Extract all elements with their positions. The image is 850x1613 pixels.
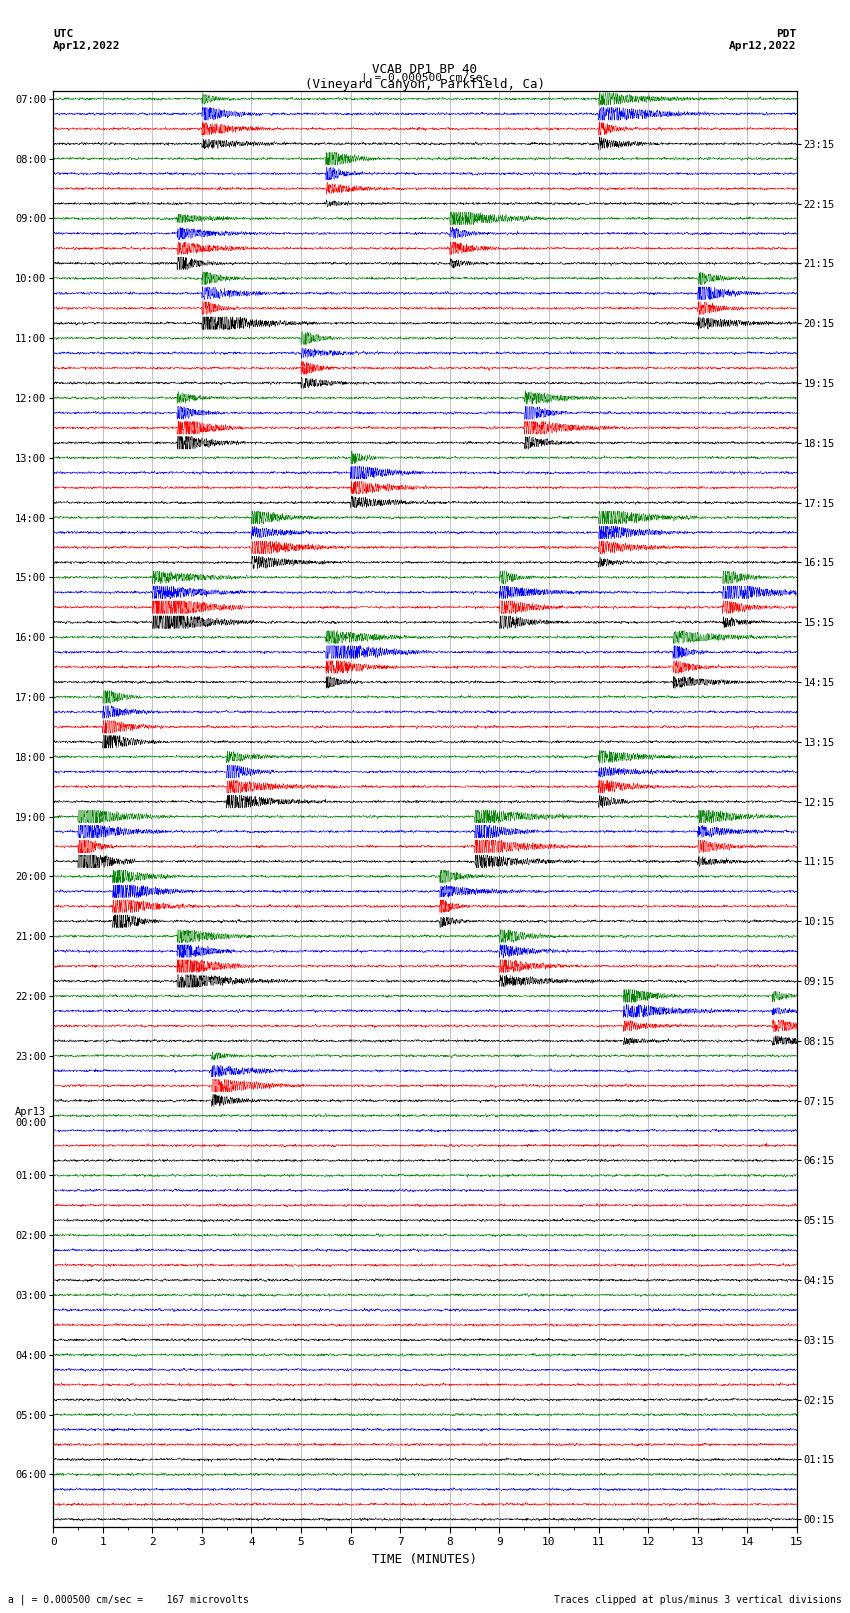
Title: VCAB DP1 BP 40
(Vineyard Canyon, Parkfield, Ca): VCAB DP1 BP 40 (Vineyard Canyon, Parkfie… (305, 63, 545, 92)
Text: PDT
Apr12,2022: PDT Apr12,2022 (729, 29, 796, 52)
Text: | = 0.000500 cm/sec: | = 0.000500 cm/sec (361, 73, 489, 84)
Text: a | = 0.000500 cm/sec =    167 microvolts: a | = 0.000500 cm/sec = 167 microvolts (8, 1594, 249, 1605)
X-axis label: TIME (MINUTES): TIME (MINUTES) (372, 1553, 478, 1566)
Text: UTC
Apr12,2022: UTC Apr12,2022 (54, 29, 121, 52)
Text: Traces clipped at plus/minus 3 vertical divisions: Traces clipped at plus/minus 3 vertical … (553, 1595, 842, 1605)
